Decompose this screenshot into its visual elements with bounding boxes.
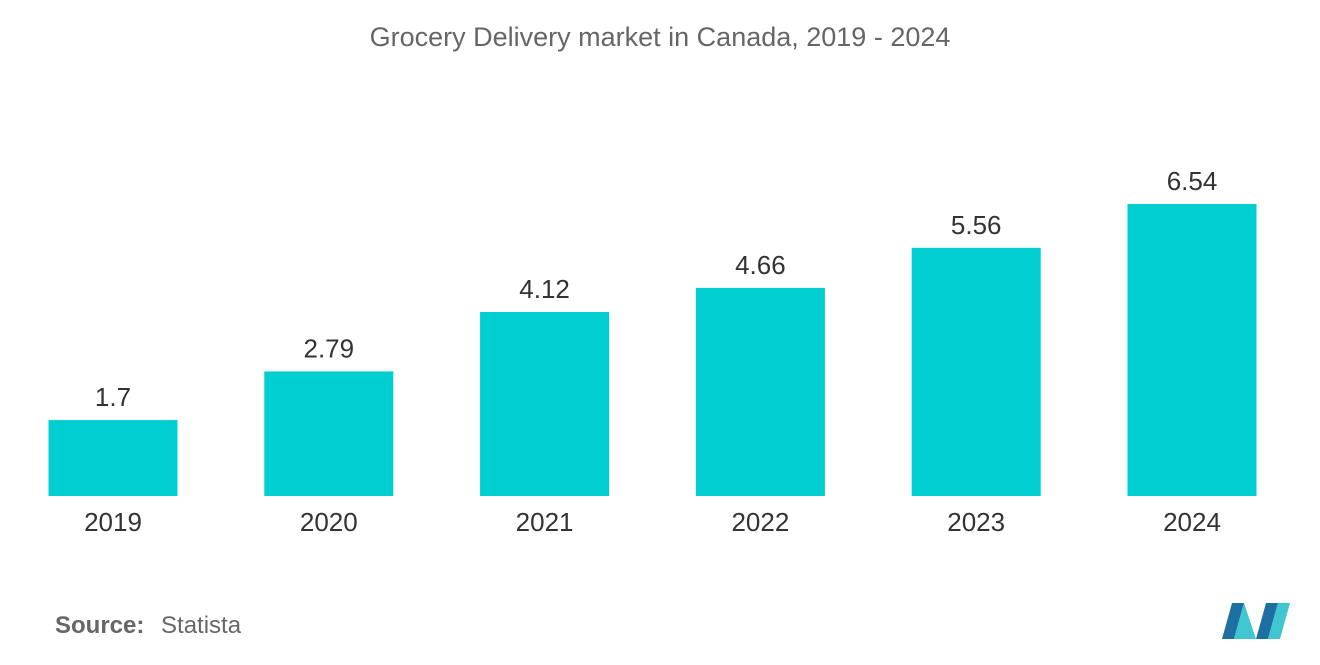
- value-label-2022: 4.66: [735, 250, 786, 280]
- source-label: Source:: [55, 612, 145, 639]
- chart-title: Grocery Delivery market in Canada, 2019 …: [369, 22, 951, 52]
- bar-2024: [1127, 204, 1257, 496]
- value-label-2021: 4.12: [519, 274, 570, 304]
- value-label-2020: 2.79: [303, 333, 354, 363]
- bars-group: [48, 204, 1257, 496]
- mordor-logo-icon: [1222, 603, 1290, 639]
- x-tick-label-2022: 2022: [731, 507, 789, 537]
- value-label-2024: 6.54: [1167, 166, 1218, 196]
- bar-2020: [264, 371, 394, 496]
- x-tick-label-2021: 2021: [516, 507, 574, 537]
- x-tick-label-2024: 2024: [1163, 507, 1221, 537]
- value-label-2023: 5.56: [951, 210, 1002, 240]
- bar-2019: [48, 420, 178, 496]
- bar-2022: [695, 287, 825, 496]
- source-value: Statista: [161, 612, 242, 639]
- x-tick-label-2023: 2023: [947, 507, 1005, 537]
- value-label-2019: 1.7: [95, 382, 131, 412]
- x-tick-label-2020: 2020: [300, 507, 358, 537]
- source-note: Source: Statista: [55, 612, 241, 640]
- bar-2023: [911, 247, 1041, 496]
- bar-2021: [480, 312, 610, 496]
- x-tick-labels-group: 2019 2020 2021 2022 2023 2024: [84, 507, 1221, 537]
- x-tick-label-2019: 2019: [84, 507, 142, 537]
- value-labels-group: 1.7 2.79 4.12 4.66 5.56 6.54: [95, 166, 1217, 412]
